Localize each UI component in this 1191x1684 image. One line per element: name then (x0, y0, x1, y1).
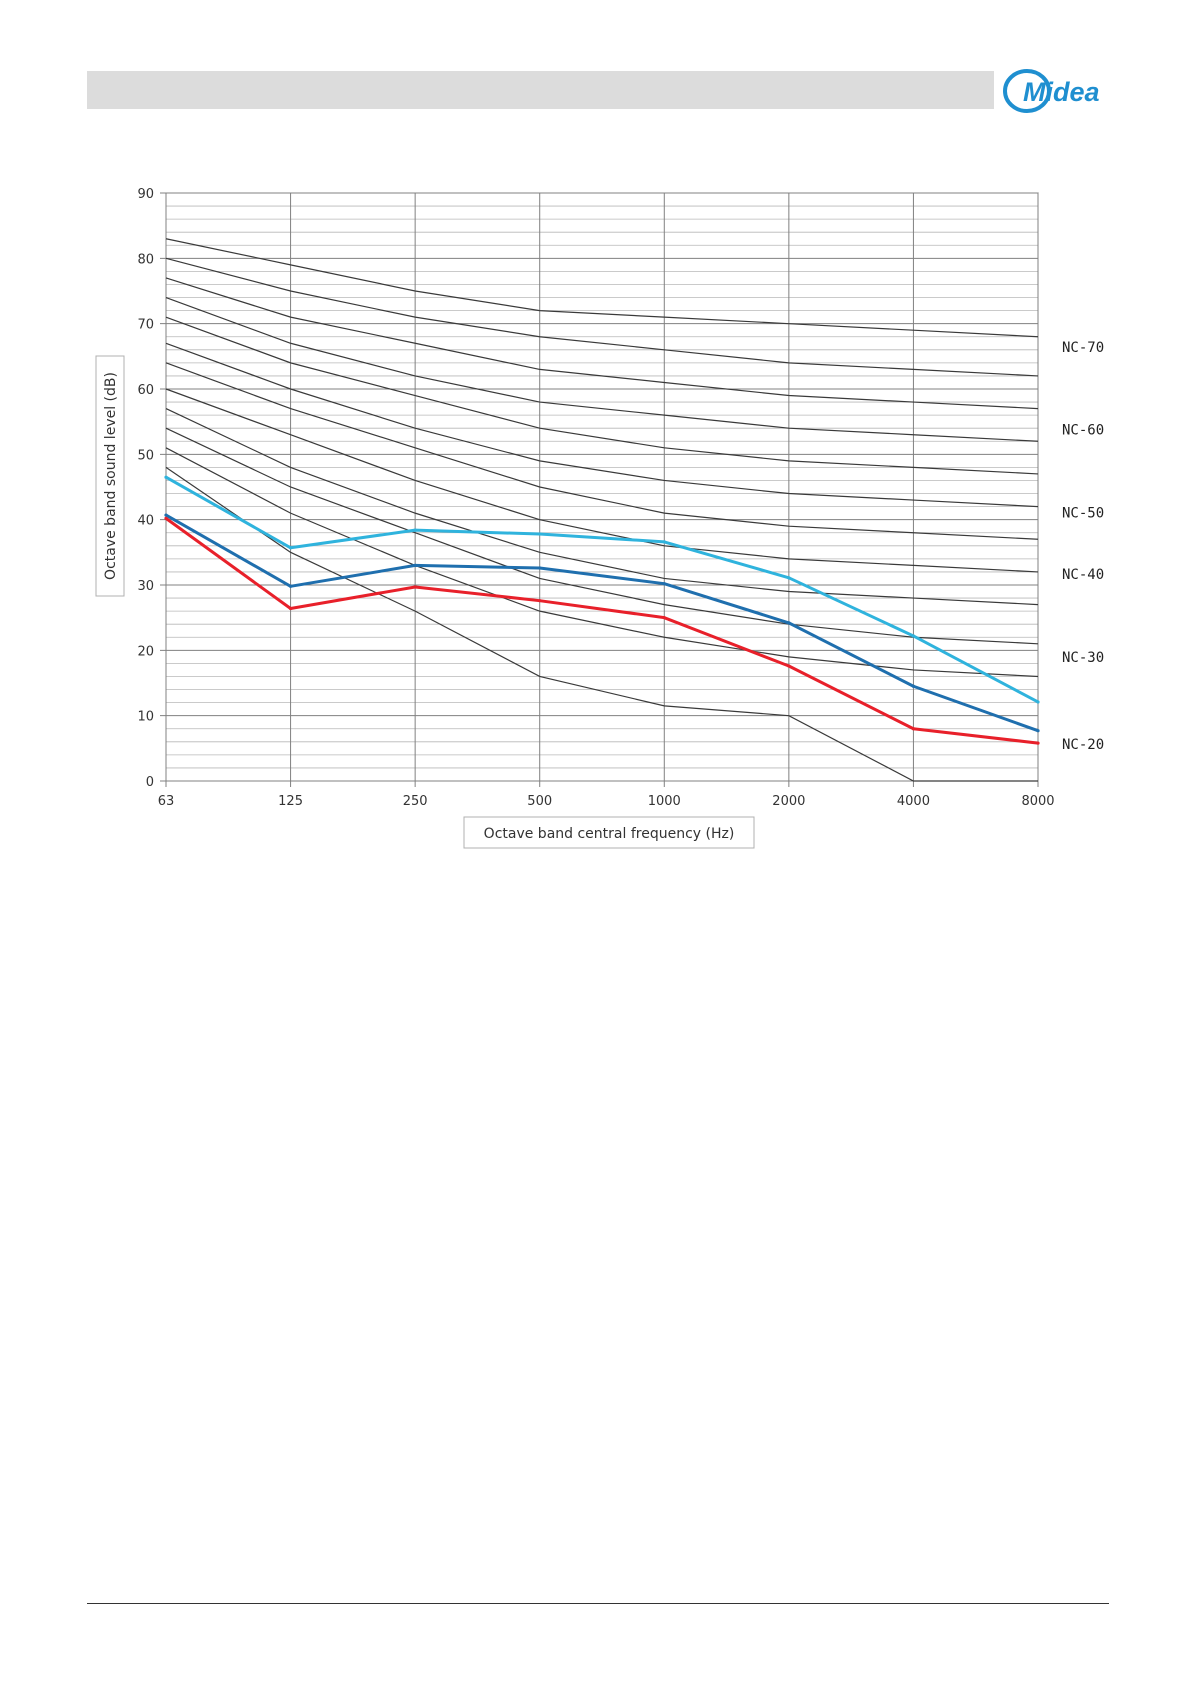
nc-label: NC-40 (1062, 567, 1104, 583)
plot-area (165, 192, 1039, 782)
y-tick-label: 80 (137, 252, 154, 267)
y-tick-label: 70 (137, 318, 154, 333)
x-tick-label: 1000 (648, 794, 681, 809)
y-axis-title-box (95, 355, 125, 597)
series-line (165, 517, 1039, 745)
nc-curve (165, 296, 1039, 442)
nc-curve (165, 342, 1039, 508)
nc-curves (165, 238, 1039, 782)
nc-curve (165, 238, 1039, 338)
series-point (164, 513, 168, 517)
series-point (787, 621, 791, 625)
x-axis-title-box (463, 816, 755, 849)
y-tick-label: 90 (137, 187, 154, 202)
series-point (288, 546, 293, 550)
footer-rule (87, 1603, 1109, 1604)
y-tick-label: 0 (146, 775, 154, 790)
y-axis-title: Octave band sound level (dB) (103, 372, 119, 580)
series-point (911, 684, 916, 688)
series-point (164, 516, 168, 520)
series-point (164, 475, 168, 479)
nc-curve (165, 362, 1039, 540)
x-tick-labels: 63 125 250 500 1000 2000 4000 8000 (158, 794, 1055, 809)
series-point (538, 566, 542, 570)
nc-curve (165, 388, 1039, 573)
x-tick-label: 250 (403, 794, 428, 809)
header-bar (87, 71, 994, 109)
nc-curve (165, 408, 1039, 606)
series-point (911, 727, 916, 731)
nc-curve (165, 447, 1039, 678)
y-tick-label: 60 (137, 383, 154, 398)
series-point (413, 528, 417, 532)
nc-labels: NC-70 NC-60 NC-50 NC-40 NC-30 NC-20 (1062, 340, 1104, 753)
x-axis-title: Octave band central frequency (Hz) (484, 826, 735, 842)
y-tick-labels: 0 10 20 30 40 50 60 70 80 90 (137, 187, 154, 790)
series-line (165, 513, 1039, 733)
nc-curve (165, 277, 1039, 410)
series-point (538, 599, 542, 603)
nc-label: NC-60 (1062, 423, 1104, 439)
logo-text: Midea (1023, 77, 1100, 107)
series-point (1036, 741, 1040, 745)
nc-curve (165, 257, 1039, 377)
series-point (787, 576, 791, 580)
series-point (538, 532, 542, 536)
series-point (787, 664, 791, 668)
series-line (165, 475, 1039, 704)
nc-curve (165, 316, 1039, 475)
nc-curve (165, 466, 1038, 782)
x-tick-label: 63 (158, 794, 175, 809)
series-point (911, 634, 916, 638)
series-point (413, 585, 417, 589)
series-point (1036, 729, 1040, 733)
data-series (164, 475, 1040, 745)
x-tick-label: 8000 (1021, 794, 1054, 809)
x-tick-label: 4000 (897, 794, 930, 809)
midea-logo: Midea (1003, 69, 1100, 113)
y-tick-label: 50 (137, 448, 154, 463)
nc-curve (165, 427, 1039, 645)
x-tick-label: 125 (278, 794, 303, 809)
nc-chart: 0 10 20 30 40 50 60 70 80 90 63 125 250 500 1000 2000 4… (95, 187, 1104, 849)
nc-label: NC-50 (1062, 505, 1104, 521)
series-point (662, 616, 666, 620)
series-point (662, 540, 666, 544)
nc-label: NC-20 (1062, 737, 1104, 753)
y-tick-label: 20 (137, 644, 154, 659)
y-tick-label: 40 (137, 514, 154, 529)
series-point (1036, 700, 1040, 704)
series-point (662, 582, 666, 586)
series-point (288, 606, 293, 611)
nc-label: NC-30 (1062, 650, 1104, 666)
series-point (288, 584, 293, 588)
logo-swoosh (1003, 69, 1051, 113)
series-point (413, 563, 417, 568)
nc-label: NC-70 (1062, 340, 1104, 356)
x-tick-label: 2000 (772, 794, 805, 809)
y-tick-label: 30 (137, 579, 154, 594)
y-tick-label: 10 (137, 710, 154, 725)
x-tick-label: 500 (527, 794, 552, 809)
